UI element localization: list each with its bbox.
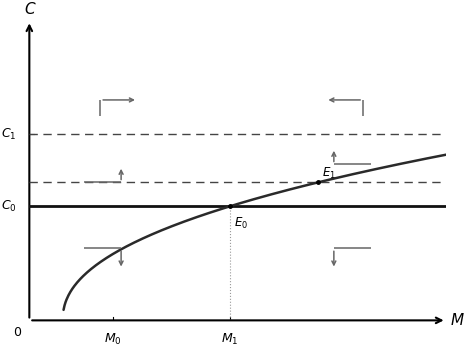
Text: C: C xyxy=(24,2,34,17)
Text: $M_1$: $M_1$ xyxy=(221,332,238,348)
Text: 0: 0 xyxy=(13,326,21,339)
Text: $C_1$: $C_1$ xyxy=(1,127,17,142)
Text: $M_0$: $M_0$ xyxy=(104,332,122,348)
Text: $E_1$: $E_1$ xyxy=(322,166,336,181)
Text: $E_0$: $E_0$ xyxy=(234,215,248,230)
Text: M: M xyxy=(451,313,464,328)
Text: $C_0$: $C_0$ xyxy=(1,199,17,214)
